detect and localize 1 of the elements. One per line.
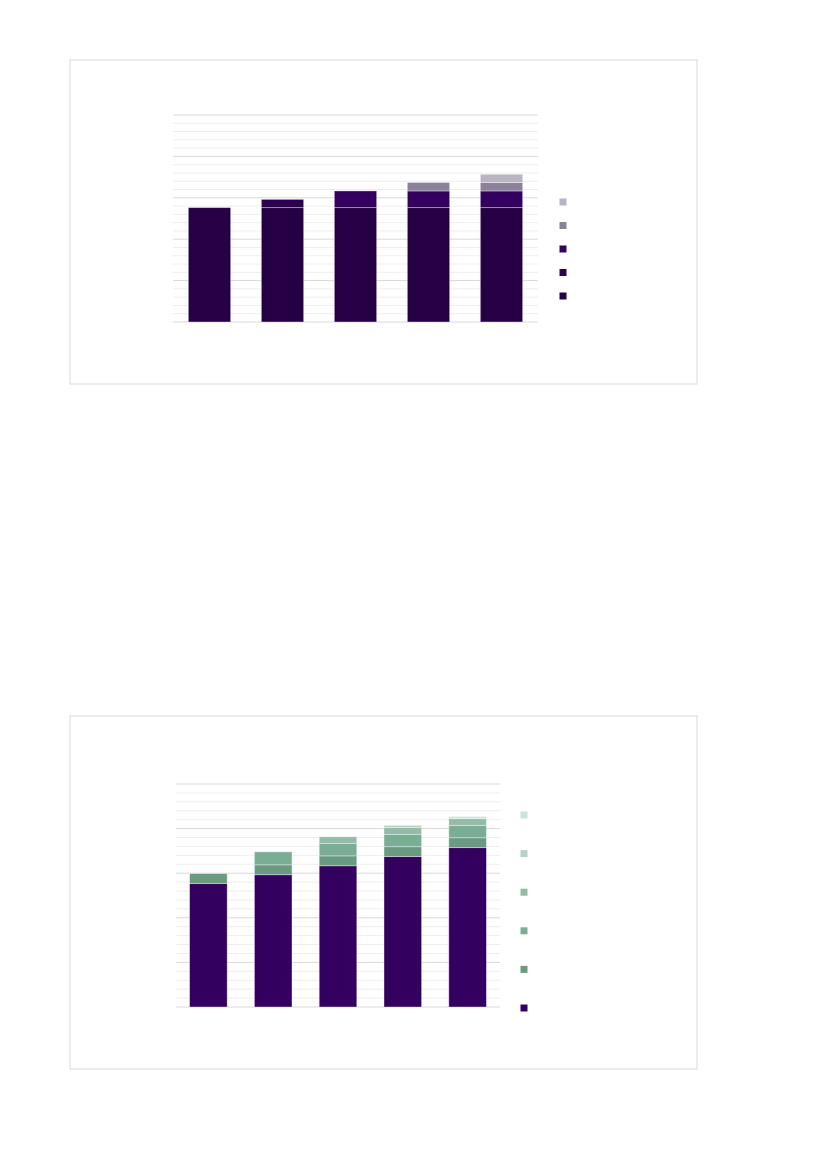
bar <box>187 207 232 323</box>
